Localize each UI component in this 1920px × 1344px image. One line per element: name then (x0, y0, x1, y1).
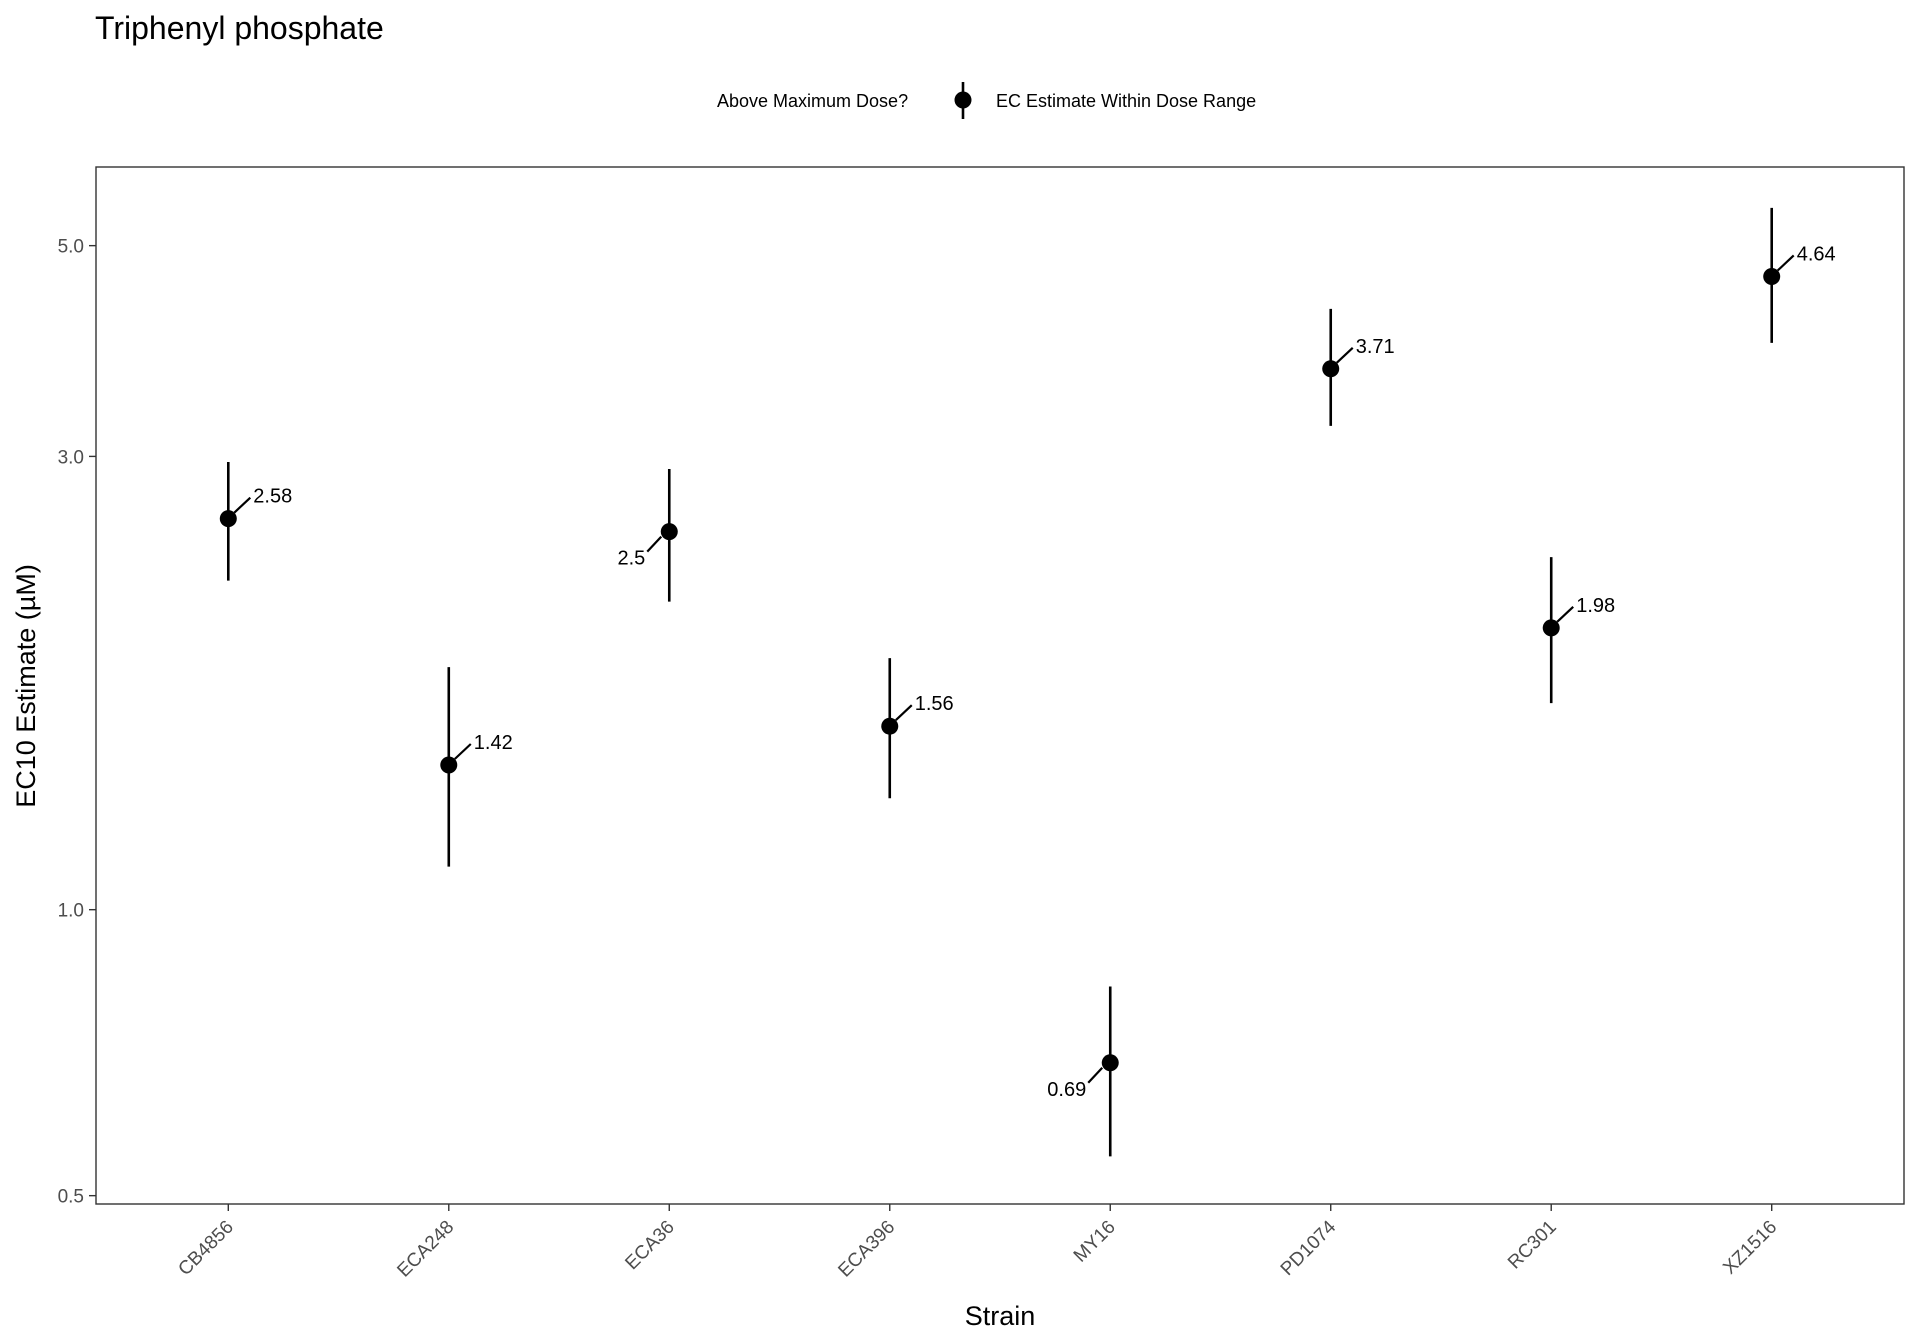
data-label-leader (454, 743, 472, 760)
data-label: 1.98 (1576, 595, 1615, 617)
data-label-leader (1556, 606, 1574, 623)
y-axis: 0.5 1.0 3.0 5.0 (58, 237, 96, 1208)
x-tick-label: MY16 (1070, 1217, 1120, 1267)
data-point (1101, 1054, 1119, 1072)
data-label-leader (1087, 1067, 1104, 1084)
data-label: 3.71 (1356, 336, 1395, 358)
x-tick-label: CB4856 (174, 1217, 237, 1280)
data-label: 1.56 (915, 693, 954, 715)
y-axis-title: EC10 Estimate (µM) (11, 564, 41, 808)
data-label: 4.64 (1797, 243, 1836, 265)
y-tick-label: 1.0 (58, 901, 84, 922)
x-tick-label: RC301 (1504, 1217, 1561, 1274)
legend: Above Maximum Dose? EC Estimate Within D… (717, 82, 1256, 119)
data-label-leader (646, 535, 663, 553)
data-label-leader (895, 704, 913, 722)
x-tick-label: ECA36 (621, 1217, 678, 1274)
data-point (440, 756, 458, 774)
data-label: 0.69 (1047, 1079, 1086, 1101)
legend-entry-label: EC Estimate Within Dose Range (996, 91, 1256, 111)
data-marks: 2.58 1.42 2.5 1.56 0.69 3.71 1.98 4.64 (219, 207, 1836, 1157)
data-label: 1.42 (474, 732, 513, 754)
x-axis-title: Strain (965, 1301, 1036, 1331)
x-tick-label: ECA396 (834, 1217, 899, 1282)
data-point (1322, 360, 1340, 378)
y-tick-label: 3.0 (58, 447, 84, 468)
y-tick-label: 0.5 (58, 1187, 84, 1208)
data-label-leader (233, 496, 252, 514)
data-label: 2.5 (617, 548, 645, 570)
x-tick-label: PD1074 (1277, 1216, 1341, 1280)
legend-key-point (954, 91, 972, 109)
data-point (1542, 619, 1560, 637)
plot-panel (95, 166, 1905, 1205)
data-point (660, 523, 678, 541)
data-label-leader (1776, 254, 1795, 272)
legend-title: Above Maximum Dose? (717, 91, 908, 111)
data-label: 2.58 (253, 486, 292, 508)
chart-title: Triphenyl phosphate (95, 10, 384, 46)
data-label-leader (1335, 346, 1354, 364)
data-point (1763, 267, 1781, 285)
x-tick-label: ECA248 (393, 1217, 458, 1282)
y-tick-label: 5.0 (58, 237, 84, 258)
data-point (219, 510, 237, 528)
data-point (881, 717, 899, 735)
x-axis: CB4856 ECA248 ECA36 ECA396 MY16 PD1074 RC301 XZ… (174, 1204, 1781, 1282)
legend-key (954, 82, 972, 119)
x-tick-label: XZ1516 (1719, 1217, 1781, 1279)
